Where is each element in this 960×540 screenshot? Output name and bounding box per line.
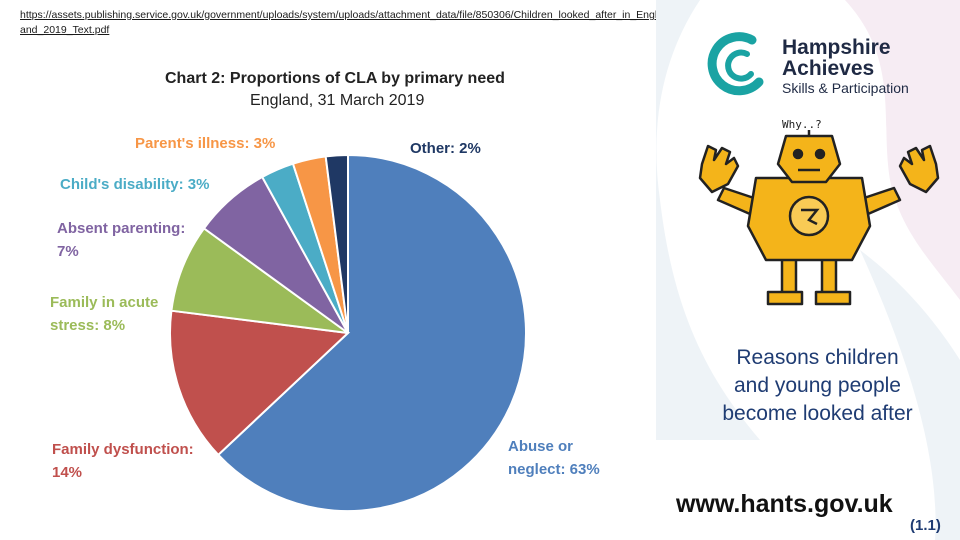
pie-chart [169,153,527,512]
robot-illustration [698,130,940,306]
label-line: Abuse or [508,438,574,455]
label-line: stress: 8% [50,317,126,334]
website-url[interactable]: www.hants.gov.uk [676,490,893,518]
label-line: neglect: 63% [508,461,600,478]
chart-title: Chart 2: Proportions of CLA by primary n… [165,70,505,87]
pie-slice-other [324,153,349,334]
brand-subtitle: Skills & Participation [782,80,909,96]
label-family-dysfunction: Family dysfunction: 14% [52,438,194,484]
label-other: Other: 2% [410,137,481,160]
caption: Reasons children and young people become… [690,344,945,428]
label-line: 14% [52,464,83,481]
source-link[interactable]: https://assets.publishing.service.gov.uk… [20,9,658,36]
hampshire-achieves-logo [707,32,764,96]
label-absent-parenting: Absent parenting: 7% [57,217,185,263]
caption-line: become looked after [722,402,913,425]
label-childs-disability: Child's disability: 3% [60,173,209,196]
pie-slice-family-dysfunction [169,309,351,457]
speech-text: Why..? [782,118,822,131]
pie-slice-abuse-or-neglect [216,153,527,512]
label-family-in-acute-stress: Family in acute stress: 8% [50,291,158,337]
chart-subtitle: England, 31 March 2019 [250,92,425,109]
label-line: Family dysfunction: [52,441,194,458]
brand-name-line1: Hampshire [782,36,891,59]
label-line: Parent's illness: 3% [135,135,276,152]
label-line: Family in acute [50,294,159,311]
label-line: 7% [57,243,79,260]
label-line: Child's disability: 3% [60,176,210,193]
label-line: Other: 2% [410,140,481,157]
reference-number: (1.1) [910,517,941,534]
caption-line: Reasons children [736,346,899,369]
label-parents-illness: Parent's illness: 3% [135,132,275,155]
caption-line: and young people [734,374,901,397]
label-abuse-or-neglect: Abuse or neglect: 63% [508,435,600,481]
pie-slice-family-in-acute-stress [170,226,349,334]
label-line: Absent parenting: [57,220,186,237]
brand-name-line2: Achieves [782,57,875,80]
